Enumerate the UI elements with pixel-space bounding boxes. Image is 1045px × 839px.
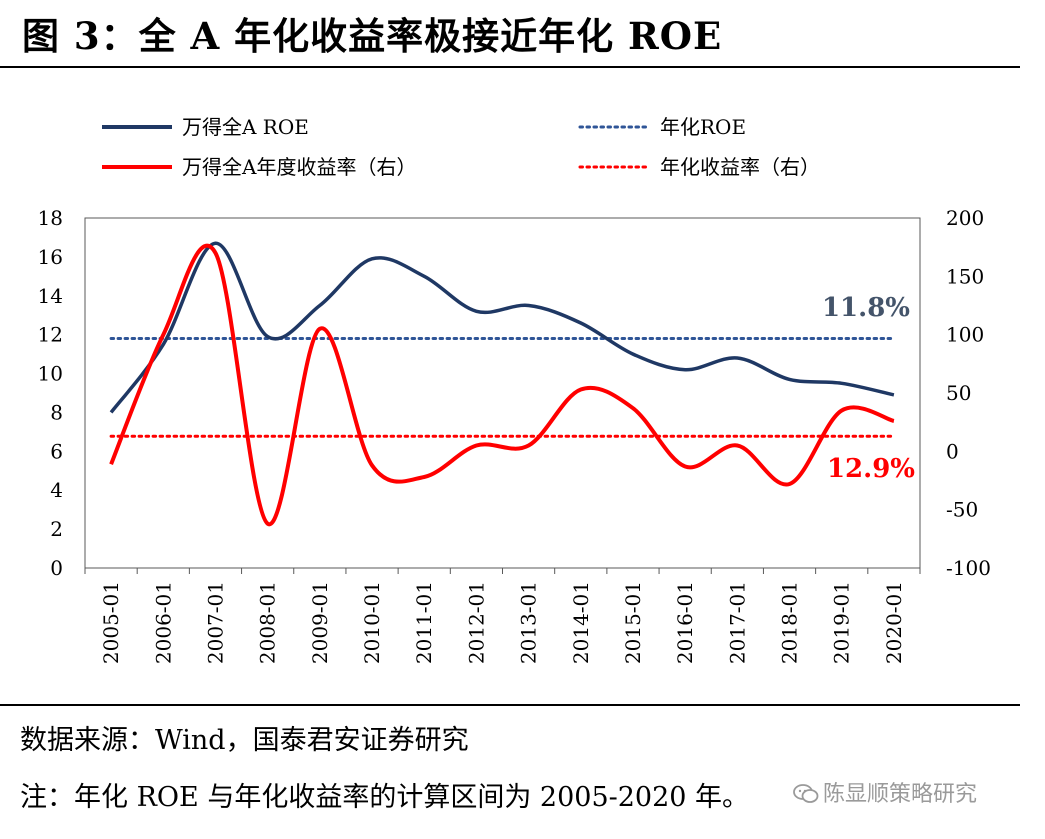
line-chart: 万得全A ROE 万得全A年度收益率（右） 年化ROE 年化收益率（右） 18 16 14… bbox=[38, 115, 991, 664]
x-tick-label: 2011-01 bbox=[412, 581, 436, 664]
right-tick-label: 50 bbox=[946, 381, 971, 405]
x-tick-label: 2015-01 bbox=[621, 581, 645, 664]
series-line-wind-a-roe bbox=[109, 241, 895, 414]
left-tick-label: 8 bbox=[50, 400, 63, 424]
left-tick-label: 2 bbox=[50, 517, 63, 541]
x-tick-label: 2020-01 bbox=[882, 581, 906, 664]
x-tick-label: 2007-01 bbox=[203, 581, 227, 664]
right-tick-label: 150 bbox=[946, 264, 984, 288]
x-tick-label: 2017-01 bbox=[725, 581, 749, 664]
x-tick-label: 2008-01 bbox=[256, 581, 280, 664]
left-tick-label: 16 bbox=[38, 245, 63, 269]
source-note: 数据来源：Wind，国泰君安证券研究 bbox=[20, 725, 469, 756]
legend-label: 万得全A年度收益率（右） bbox=[182, 155, 416, 179]
left-tick-label: 18 bbox=[38, 206, 63, 230]
series-line-wind-a-return bbox=[109, 243, 895, 526]
left-tick-label: 10 bbox=[38, 362, 63, 386]
plot-frame bbox=[84, 217, 921, 569]
right-tick-label: -100 bbox=[946, 556, 991, 580]
legend-label: 年化ROE bbox=[660, 115, 746, 139]
annotation-annualized-roe: 11.8% bbox=[822, 293, 910, 323]
bottom-rule bbox=[0, 704, 1020, 706]
figure-title: 图 3：全 A 年化收益率极接近年化 ROE bbox=[22, 14, 723, 58]
legend-label: 万得全A ROE bbox=[182, 115, 309, 139]
right-tick-label: 100 bbox=[946, 323, 984, 347]
x-tick-label: 2005-01 bbox=[99, 581, 123, 664]
annotation-annualized-return: 12.9% bbox=[827, 454, 915, 484]
x-tick-label: 2009-01 bbox=[308, 581, 332, 664]
legend-label: 年化收益率（右） bbox=[660, 155, 820, 179]
left-tick-label: 14 bbox=[38, 284, 63, 308]
right-tick-label: -50 bbox=[946, 498, 978, 522]
chart-annotations: 11.8% 12.9% bbox=[822, 293, 915, 484]
top-rule bbox=[0, 66, 1020, 68]
x-tick-label: 2014-01 bbox=[569, 581, 593, 664]
x-tick-label: 2012-01 bbox=[464, 581, 488, 664]
x-tick-label: 2010-01 bbox=[360, 581, 384, 664]
chart-legend: 万得全A ROE 万得全A年度收益率（右） 年化ROE 年化收益率（右） bbox=[102, 115, 820, 179]
left-tick-label: 4 bbox=[50, 478, 63, 502]
x-tick-label: 2019-01 bbox=[830, 581, 854, 664]
left-tick-label: 6 bbox=[50, 439, 63, 463]
x-tick-label: 2016-01 bbox=[673, 581, 697, 664]
left-tick-label: 0 bbox=[50, 556, 63, 580]
x-tick-label: 2018-01 bbox=[778, 581, 802, 664]
right-tick-label: 200 bbox=[946, 206, 984, 230]
x-tick-label: 2013-01 bbox=[517, 581, 541, 664]
plot-area bbox=[109, 241, 896, 526]
right-tick-label: 0 bbox=[946, 439, 959, 463]
wechat-icon bbox=[793, 784, 819, 804]
x-tick-label: 2006-01 bbox=[151, 581, 175, 664]
watermark-text: 陈显顺策略研究 bbox=[823, 782, 978, 807]
watermark: 陈显顺策略研究 bbox=[793, 776, 977, 808]
calc-note: 注：年化 ROE 与年化收益率的计算区间为 2005-2020 年。 bbox=[20, 782, 750, 813]
chart-axes: 18 16 14 12 10 8 6 4 2 0 200 150 100 50 0 -50 -100 2005-0… bbox=[38, 206, 991, 664]
left-tick-label: 12 bbox=[38, 323, 63, 347]
